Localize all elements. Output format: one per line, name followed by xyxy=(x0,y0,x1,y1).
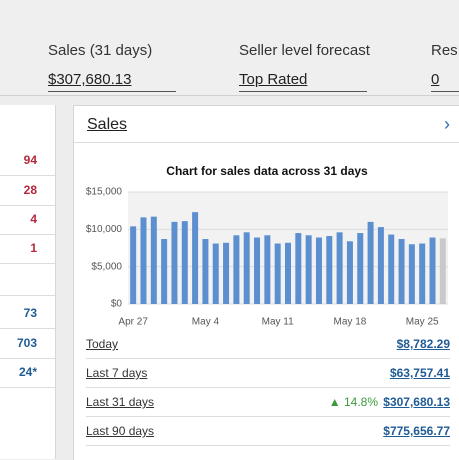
header-value[interactable]: 0 xyxy=(431,71,440,88)
bar xyxy=(264,235,271,304)
amount[interactable]: $8,782.29 xyxy=(396,337,450,351)
underline xyxy=(239,91,367,92)
x-tick-label: May 4 xyxy=(192,317,220,328)
bar xyxy=(377,227,384,304)
header-label: Res xyxy=(431,42,458,59)
bar xyxy=(408,244,415,304)
side-value: 24* xyxy=(18,365,37,379)
summary-row: Today $8,782.29 xyxy=(86,329,450,359)
underline xyxy=(431,91,459,92)
period[interactable]: Last 7 days xyxy=(86,366,148,380)
bar xyxy=(305,235,312,304)
header-value[interactable]: $307,680.13 xyxy=(48,71,132,88)
bar xyxy=(357,233,364,304)
amount[interactable]: $63,757.41 xyxy=(389,366,450,380)
amount[interactable]: $307,680.13 xyxy=(383,395,450,409)
header-bar xyxy=(0,0,459,96)
y-tick-label: $15,000 xyxy=(86,187,123,198)
panel-title[interactable]: Sales xyxy=(87,116,128,133)
header-label: Seller level forecast xyxy=(239,42,370,59)
separator xyxy=(0,263,55,264)
bar xyxy=(315,237,322,304)
bar xyxy=(439,238,446,304)
bar xyxy=(181,221,188,304)
bar xyxy=(274,243,281,304)
x-tick-label: May 11 xyxy=(262,317,294,328)
summary-row: Last 7 days $63,757.41 xyxy=(86,358,450,388)
separator xyxy=(0,358,55,359)
bar xyxy=(140,217,147,304)
separator xyxy=(0,175,55,176)
separator xyxy=(0,328,55,329)
bar xyxy=(243,232,250,304)
period[interactable]: Today xyxy=(86,337,119,351)
bar xyxy=(150,216,157,304)
bar xyxy=(233,235,240,304)
bar xyxy=(285,242,291,304)
bar xyxy=(171,221,178,304)
x-tick-label: Apr 27 xyxy=(118,317,148,328)
bar xyxy=(419,243,426,304)
bar xyxy=(192,212,199,304)
y-tick-label: $5,000 xyxy=(91,261,122,272)
bar xyxy=(326,236,333,304)
x-tick-label: May 18 xyxy=(334,317,367,328)
bar xyxy=(130,226,137,304)
summary-row: Last 31 days ▲ 14.8% $307,680.13 xyxy=(86,387,450,417)
separator xyxy=(0,234,55,235)
header-value[interactable]: Top Rated xyxy=(239,71,308,88)
separator xyxy=(74,142,459,143)
side-value: 703 xyxy=(16,336,37,350)
y-tick-label: $10,000 xyxy=(86,224,123,235)
side-panel: 94 28 4 1 73 703 24* xyxy=(0,105,56,459)
bar xyxy=(212,243,219,304)
side-value: 4 xyxy=(30,212,37,226)
bar xyxy=(161,239,168,304)
bar xyxy=(223,242,230,304)
bar xyxy=(336,232,343,304)
bar xyxy=(254,237,261,304)
separator xyxy=(0,205,55,206)
period[interactable]: Last 90 days xyxy=(86,424,155,438)
underline xyxy=(48,91,176,92)
bar xyxy=(202,239,209,304)
side-value: 1 xyxy=(30,241,37,255)
x-tick-label: May 25 xyxy=(406,317,439,328)
bar xyxy=(367,221,374,304)
side-value: 73 xyxy=(23,306,37,320)
side-value: 94 xyxy=(23,153,37,167)
side-value: 28 xyxy=(23,183,37,197)
chevron[interactable]: › xyxy=(444,114,450,134)
bar xyxy=(388,234,395,304)
bar xyxy=(398,239,405,304)
separator xyxy=(0,387,55,388)
amount[interactable]: $775,656.77 xyxy=(383,424,450,438)
header-label: Sales (31 days) xyxy=(48,42,153,59)
bar xyxy=(295,233,302,304)
separator xyxy=(0,295,55,296)
bar xyxy=(346,241,353,304)
y-tick-label: $0 xyxy=(111,299,123,310)
chart-title: Chart for sales data across 31 days xyxy=(166,164,368,178)
change: ▲ 14.8% xyxy=(328,395,378,409)
summary-row: Last 90 days $775,656.77 xyxy=(86,416,450,446)
change-value: 14.8% xyxy=(343,395,378,409)
chart: Chart for sales data across 31 days $0 $5… xyxy=(86,164,448,328)
period[interactable]: Last 31 days xyxy=(86,395,155,409)
bar xyxy=(429,237,436,304)
